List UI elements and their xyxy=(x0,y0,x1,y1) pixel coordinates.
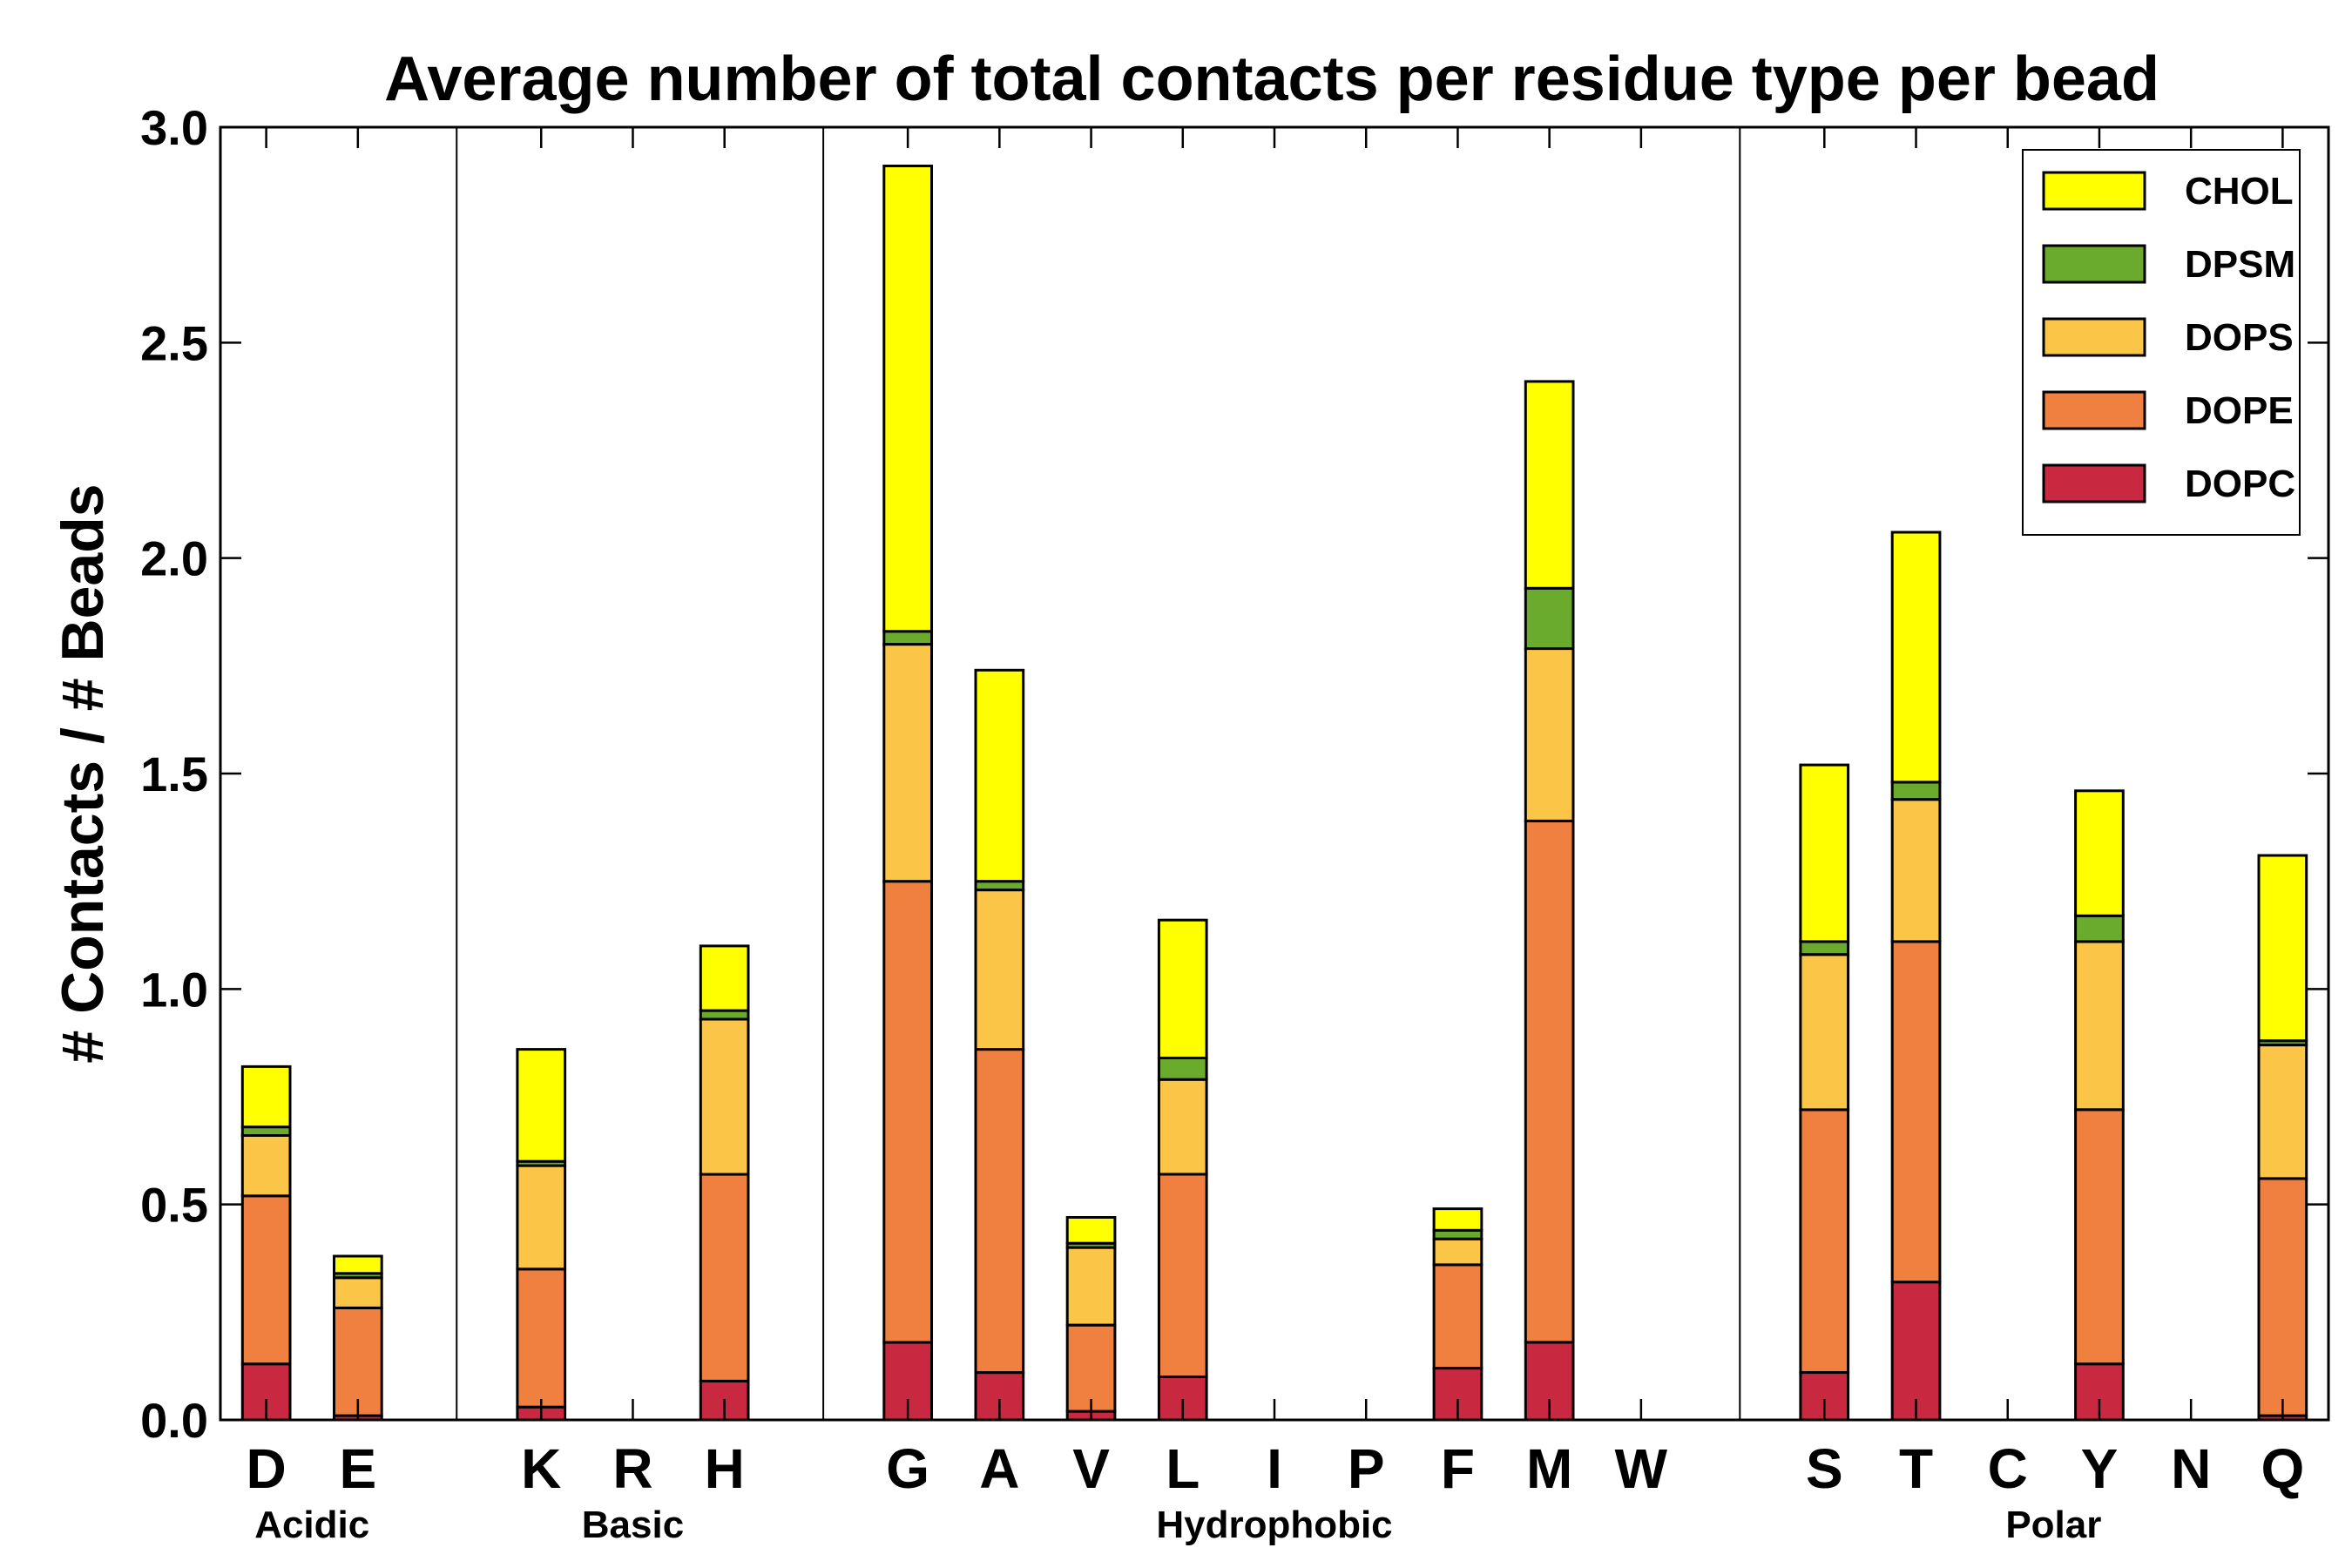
bar-G-dope xyxy=(882,880,933,1344)
bar-L-dpsm xyxy=(1157,1057,1208,1081)
bar-E-chol xyxy=(333,1254,383,1275)
y-tick-label: 3.0 xyxy=(140,100,208,155)
legend-swatch-dope xyxy=(2042,390,2146,430)
y-tick-label: 2.0 xyxy=(140,531,208,586)
y-tick-label: 1.0 xyxy=(140,962,208,1017)
bar-T-chol xyxy=(1890,531,1942,784)
bar-T-dops xyxy=(1890,798,1942,943)
x-tick-label-S: S xyxy=(1806,1437,1843,1500)
legend-label-dopc: DOPC xyxy=(2185,463,2295,505)
x-tick-label-N: N xyxy=(2171,1437,2211,1500)
plot-area: 0.0 0.5 1.0 1.5 2.0 2.5 3.0 D E K R H G A V L I P F M W S T C Y N… xyxy=(140,100,2330,1546)
group-label-hydrophobic: Hydrophobic xyxy=(1156,1504,1392,1546)
bar-L-dope xyxy=(1157,1173,1208,1378)
bar-K-dops xyxy=(516,1164,567,1271)
legend: CHOL DPSM DOPS DOPE DOPC xyxy=(2022,149,2301,536)
bar-Q-chol xyxy=(2257,854,2308,1043)
bar-T-dpsm xyxy=(1890,781,1942,801)
y-tick-label: 1.5 xyxy=(140,747,208,801)
bar-T-dope xyxy=(1890,940,1942,1284)
bar-S-chol xyxy=(1799,763,1850,943)
x-tick-label-P: P xyxy=(1348,1437,1385,1500)
chart-title: Average number of total contacts per res… xyxy=(384,44,2159,114)
x-tick-label-W: W xyxy=(1615,1437,1668,1500)
group-label-acidic: Acidic xyxy=(254,1504,369,1546)
x-tick-label-M: M xyxy=(1526,1437,1572,1500)
y-tick-label: 0.0 xyxy=(140,1393,208,1448)
group-label-basic: Basic xyxy=(582,1504,684,1546)
bar-Q-dope xyxy=(2257,1177,2308,1417)
bar-Y-dops xyxy=(2074,940,2125,1112)
bar-G-dpsm xyxy=(882,630,933,646)
x-tick-label-F: F xyxy=(1441,1437,1475,1500)
x-tick-label-T: T xyxy=(1899,1437,1933,1500)
bar-Y-dpsm xyxy=(2074,914,2125,943)
bar-E-dope xyxy=(333,1306,383,1417)
bar-F-dops xyxy=(1432,1237,1484,1267)
bar-A-dope xyxy=(974,1048,1025,1375)
x-tick-label-G: G xyxy=(886,1437,929,1500)
bar-L-chol xyxy=(1157,918,1208,1059)
bar-K-dope xyxy=(516,1267,567,1409)
bar-V-chol xyxy=(1065,1216,1117,1245)
legend-swatch-chol xyxy=(2042,171,2146,211)
bar-E-dops xyxy=(333,1276,383,1309)
bar-S-dpsm xyxy=(1799,940,1850,956)
x-tick-label-Y: Y xyxy=(2081,1437,2119,1500)
group-label-polar: Polar xyxy=(2005,1504,2101,1546)
bar-K-chol xyxy=(516,1048,567,1163)
bar-M-chol xyxy=(1524,380,1575,590)
x-tick-label-V: V xyxy=(1072,1437,1110,1500)
x-tick-label-Q: Q xyxy=(2261,1437,2305,1500)
x-tick-label-L: L xyxy=(1166,1437,1200,1500)
legend-swatch-dops xyxy=(2042,317,2146,357)
bar-Y-chol xyxy=(2074,789,2125,917)
bar-M-dpsm xyxy=(1524,586,1575,651)
x-tick-label-K: K xyxy=(521,1437,561,1500)
bar-S-dops xyxy=(1799,953,1850,1112)
legend-label-chol: CHOL xyxy=(2185,170,2294,213)
legend-label-dops: DOPS xyxy=(2185,316,2294,359)
bar-H-dops xyxy=(699,1017,750,1176)
x-tick-label-D: D xyxy=(246,1437,286,1500)
bar-F-chol xyxy=(1432,1207,1484,1232)
legend-label-dope: DOPE xyxy=(2185,389,2294,432)
y-axis-label: # Contacts / # Beads xyxy=(50,483,116,1063)
x-tick-label-C: C xyxy=(1988,1437,2028,1500)
x-tick-label-E: E xyxy=(339,1437,376,1500)
legend-swatch-dpsm xyxy=(2042,244,2146,284)
y-tick-label: 2.5 xyxy=(140,315,208,370)
bar-V-dope xyxy=(1065,1323,1117,1413)
y-tick-label: 0.5 xyxy=(140,1178,208,1233)
x-tick-label-I: I xyxy=(1267,1437,1282,1500)
bar-V-dops xyxy=(1065,1246,1117,1327)
bar-D-dops xyxy=(240,1134,292,1198)
bar-D-dope xyxy=(240,1194,292,1366)
bar-F-dope xyxy=(1432,1263,1484,1370)
bar-Y-dope xyxy=(2074,1108,2125,1366)
x-tick-label-R: R xyxy=(612,1437,652,1500)
bar-M-dope xyxy=(1524,819,1575,1344)
x-tick-label-A: A xyxy=(979,1437,1019,1500)
bar-L-dops xyxy=(1157,1078,1208,1176)
bar-A-dops xyxy=(974,889,1025,1051)
bar-S-dope xyxy=(1799,1108,1850,1375)
bar-H-dope xyxy=(699,1173,750,1382)
bar-Q-dops xyxy=(2257,1044,2308,1180)
legend-swatch-dopc xyxy=(2042,463,2146,504)
bar-M-dops xyxy=(1524,647,1575,822)
legend-label-dpsm: DPSM xyxy=(2185,243,2295,286)
bar-G-dops xyxy=(882,643,933,883)
bar-G-chol xyxy=(882,165,933,633)
bar-D-chol xyxy=(240,1064,292,1129)
x-tick-label-H: H xyxy=(705,1437,745,1500)
bar-H-chol xyxy=(699,944,750,1012)
bar-A-chol xyxy=(974,668,1025,883)
